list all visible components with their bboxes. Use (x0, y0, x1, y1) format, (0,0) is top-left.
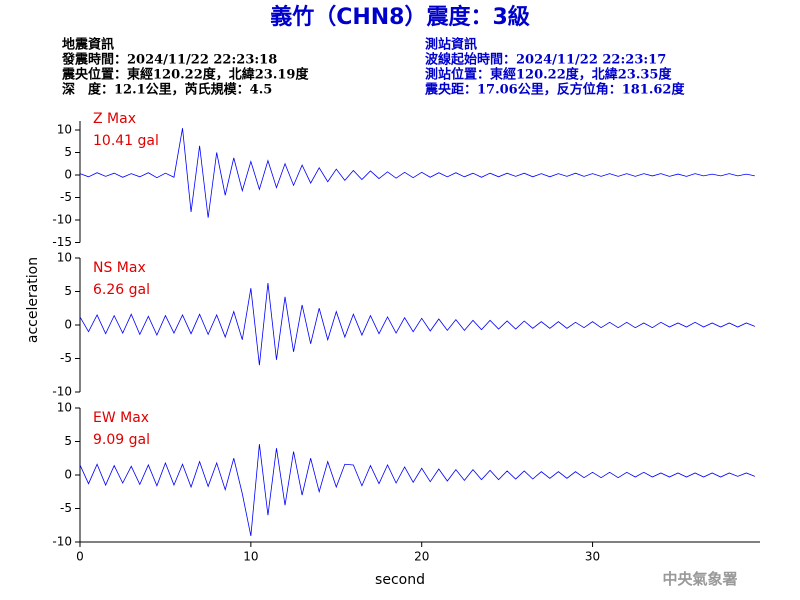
x-tick-label: 30 (585, 550, 600, 564)
waveform (79, 444, 756, 536)
info-right: 波線起始時間：2024/11/22 22:23:17 (425, 52, 666, 68)
info-right: 震央距：17.06公里，反方位角：181.62度 (424, 82, 685, 98)
y-tick-label: 0 (64, 468, 72, 482)
max-label: 10.41 gal (93, 133, 159, 149)
y-tick-label: -5 (60, 501, 72, 515)
y-tick-label: 0 (64, 168, 72, 182)
max-label: 6.26 gal (93, 282, 150, 298)
x-axis-label: second (375, 572, 425, 588)
y-tick-label: -15 (52, 235, 72, 249)
info-left: 地震資訊 (62, 37, 114, 53)
y-tick-label: 5 (64, 284, 72, 298)
panel-label: NS Max (93, 260, 146, 276)
y-tick-label: 10 (57, 123, 72, 137)
panel-label: EW Max (93, 410, 149, 426)
y-axis-label: acceleration (25, 257, 41, 343)
waveform (79, 283, 756, 366)
y-tick-label: 5 (64, 145, 72, 159)
y-tick-label: -5 (60, 351, 72, 365)
x-tick-label: 10 (243, 550, 258, 564)
info-left: 震央位置：東經120.22度，北緯23.19度 (61, 67, 309, 83)
panel-label: Z Max (93, 111, 136, 127)
y-tick-label: -10 (52, 535, 72, 549)
x-tick-label: 20 (414, 550, 429, 564)
y-tick-label: 5 (64, 434, 72, 448)
title: 義竹（CHN8）震度：3級 (270, 4, 530, 30)
waveform (79, 128, 755, 218)
footer: 中央氣象署 (662, 570, 737, 588)
y-tick-label: 0 (64, 318, 72, 332)
y-tick-label: 10 (57, 401, 72, 415)
info-left: 深 度：12.1公里，芮氏規模：4.5 (62, 82, 272, 98)
x-tick-label: 0 (76, 550, 84, 564)
info-right: 測站資訊 (425, 37, 477, 53)
y-tick-label: 10 (57, 251, 72, 265)
max-label: 9.09 gal (93, 432, 150, 448)
info-right: 測站位置：東經120.22度，北緯23.35度 (425, 67, 672, 83)
y-tick-label: -5 (60, 190, 72, 204)
info-left: 發震時間：2024/11/22 22:23:18 (61, 52, 277, 68)
y-tick-label: -10 (52, 213, 72, 227)
y-tick-label: -10 (52, 385, 72, 399)
